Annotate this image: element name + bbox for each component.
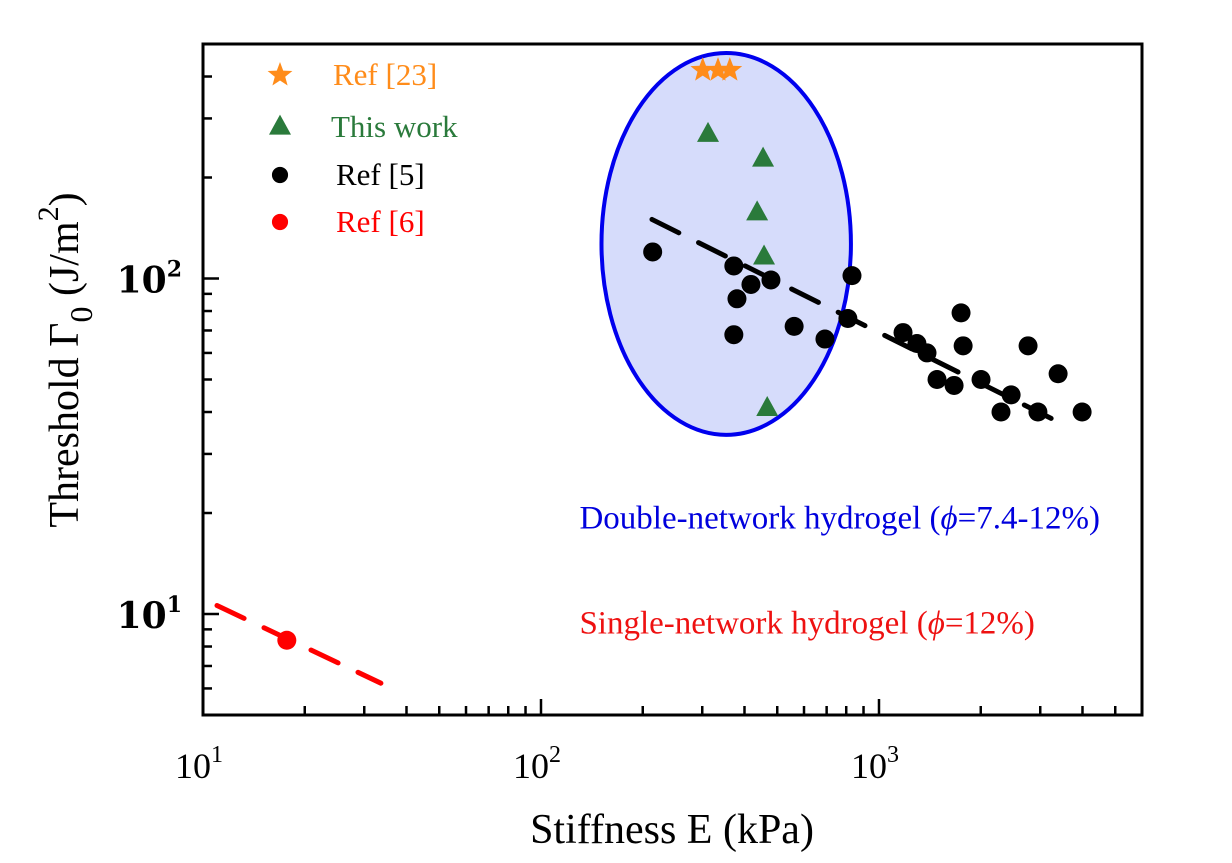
data-point	[717, 57, 743, 81]
annotation-value: =12%)	[945, 605, 1035, 641]
series-ref-5	[643, 242, 1092, 422]
data-point	[1048, 364, 1068, 384]
x-tick-label-base: 10	[513, 746, 549, 786]
data-point	[951, 303, 971, 323]
x-tick-label: 102	[513, 742, 561, 786]
data-point	[991, 402, 1011, 422]
x-axis-label: Stiffness E (kPa)	[530, 807, 814, 853]
data-point	[893, 323, 913, 343]
series-ref-6	[277, 630, 297, 650]
legend-marker-circle-icon	[271, 166, 289, 184]
y-tick-label: 101	[117, 592, 182, 637]
data-point	[971, 370, 991, 389]
y-axis-label-close: )	[42, 192, 88, 206]
data-point	[724, 256, 744, 276]
x-tick-label-base: 10	[851, 746, 887, 786]
y-axis-label-sup: 2	[32, 206, 65, 221]
x-tick-label-exp: 3	[887, 742, 899, 768]
y-axis-label-sub: 0	[63, 307, 99, 323]
y-tick-label-exp: 2	[167, 257, 182, 283]
data-point	[643, 242, 663, 262]
legend-label: Ref [23]	[333, 57, 437, 92]
data-point	[752, 146, 775, 167]
legend-marker-star-icon	[267, 62, 293, 86]
legend-label: This work	[331, 109, 458, 144]
y-tick-label-base: 10	[117, 595, 167, 637]
data-point	[944, 375, 964, 395]
ticks-layer	[201, 42, 1144, 717]
y-tick-label-base: 10	[117, 260, 167, 302]
data-point	[842, 266, 862, 286]
annotation-value: =7.4-12%)	[958, 501, 1100, 537]
x-tick-label-base: 10	[175, 746, 211, 786]
single-network-annotation: Single-network hydrogel (ϕ=12%)	[579, 605, 1034, 641]
annotations-layer: Double-network hydrogel (ϕ=7.4-12%)Singl…	[579, 501, 1100, 642]
data-point	[1028, 402, 1048, 422]
legend-item: Ref [23]	[267, 57, 437, 92]
annotation-phi-symbol: ϕ	[941, 501, 958, 537]
y-axis-label-main: Threshold Γ	[42, 323, 88, 528]
data-point	[784, 316, 804, 336]
data-point	[690, 57, 716, 81]
data-point	[724, 325, 744, 345]
x-tick-label: 103	[851, 742, 899, 786]
y-tick-label: 102	[117, 257, 182, 302]
data-point	[917, 343, 937, 363]
data-point	[705, 57, 731, 81]
series-ref-23	[690, 57, 743, 81]
double-network-trend	[649, 216, 1073, 431]
legend-marker-circle-icon	[271, 213, 289, 231]
data-point	[1018, 336, 1038, 356]
y-axis-label: Threshold Γ0 (J/m2)	[32, 192, 99, 527]
data-point	[953, 336, 973, 356]
legend-item: Ref [6]	[271, 204, 425, 239]
series-this-work	[697, 121, 779, 417]
data-point	[277, 630, 297, 650]
double-network-ellipse	[599, 51, 853, 437]
points-layer	[277, 57, 1092, 650]
legend-item: Ref [5]	[271, 157, 425, 192]
legend-marker-triangle-icon	[269, 114, 291, 135]
data-point	[727, 289, 747, 309]
legend-item: This work	[269, 109, 458, 144]
y-tick-label-exp: 1	[167, 592, 182, 618]
data-point	[746, 200, 769, 221]
x-tick-label-exp: 1	[211, 742, 223, 768]
data-point	[1001, 385, 1021, 405]
single-network-trend	[214, 603, 384, 686]
x-tick-label-exp: 2	[549, 742, 561, 768]
trend-lines-layer	[214, 216, 1073, 686]
data-point	[838, 308, 858, 328]
data-point	[741, 274, 761, 294]
annotation-text: Single-network hydrogel (	[579, 605, 927, 641]
annotation-text: Double-network hydrogel (	[579, 501, 940, 537]
annotation-phi-symbol: ϕ	[928, 605, 945, 641]
data-point	[815, 329, 835, 349]
data-point	[927, 370, 947, 389]
data-point	[1072, 402, 1092, 422]
data-point	[697, 121, 720, 142]
regions-layer	[599, 51, 853, 437]
x-tick-label: 101	[175, 742, 223, 786]
legend-label: Ref [5]	[336, 157, 425, 192]
legend-label: Ref [6]	[336, 204, 425, 239]
legend: Ref [23] This work Ref [5] Ref [6]	[267, 57, 458, 239]
data-point	[753, 244, 776, 265]
double-network-annotation: Double-network hydrogel (ϕ=7.4-12%)	[579, 501, 1100, 537]
y-axis-label-unit: (J/m	[42, 221, 88, 307]
data-point	[756, 396, 779, 417]
data-point	[761, 270, 781, 290]
